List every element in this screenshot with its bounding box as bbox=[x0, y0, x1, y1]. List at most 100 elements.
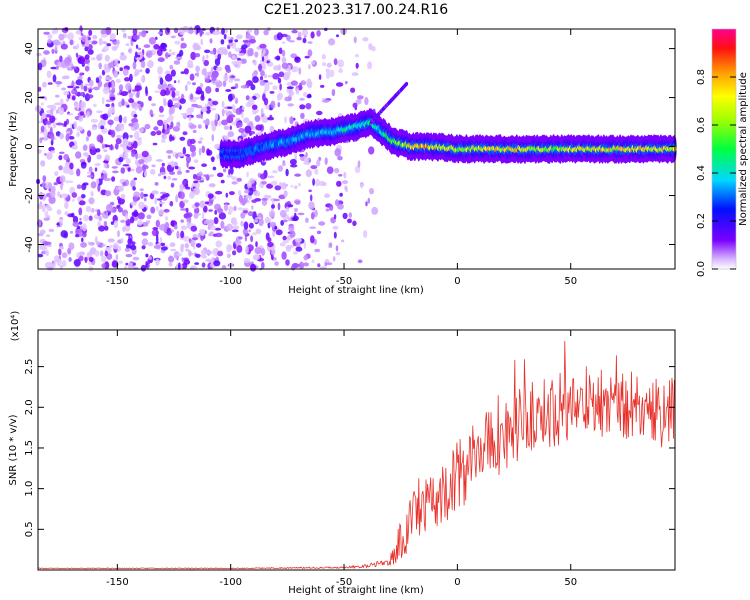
spectrogram-noise-blob bbox=[75, 229, 79, 236]
spectrogram-noise-blob bbox=[122, 32, 127, 39]
spectrogram-noise-blob bbox=[209, 231, 214, 237]
spectrogram-noise-blob bbox=[277, 202, 281, 211]
spectrogram-noise-blob bbox=[231, 55, 236, 60]
spectrogram-noise-blob bbox=[88, 215, 93, 221]
spectrogram-noise-blob bbox=[137, 138, 142, 146]
spectrogram-noise-blob bbox=[50, 150, 56, 154]
spectrogram-noise-blob bbox=[113, 58, 119, 63]
spectrogram-noise-blob bbox=[63, 153, 70, 161]
spectrogram-y-tick-label: 40 bbox=[24, 42, 35, 55]
spectrogram-noise-blob bbox=[332, 255, 336, 262]
spectrogram-noise-blob bbox=[128, 48, 132, 53]
spectrogram-noise-blob bbox=[137, 47, 142, 51]
spectrogram-noise-blob bbox=[79, 225, 84, 230]
spectrogram-noise-blob bbox=[342, 212, 348, 220]
spectrogram-noise-blob bbox=[338, 68, 343, 74]
spectrogram-noise-blob bbox=[222, 80, 227, 87]
spectrogram-noise-blob bbox=[293, 251, 298, 255]
spectrogram-noise-blob bbox=[333, 214, 337, 220]
spectrogram-noise-blob bbox=[333, 231, 337, 239]
spectrogram-noise-blob bbox=[81, 194, 86, 199]
spectrogram-noise-blob bbox=[98, 216, 103, 222]
spectrogram-noise-blob bbox=[288, 89, 294, 97]
spectrogram-noise-blob bbox=[99, 53, 103, 58]
spectrogram-noise-blob bbox=[275, 229, 283, 236]
spectrogram-noise-blob bbox=[88, 89, 92, 93]
spectrogram-noise-blob bbox=[228, 206, 234, 213]
spectrogram-noise-blob bbox=[86, 111, 90, 118]
spectrogram-noise-blob bbox=[188, 250, 192, 257]
spectrogram-noise-blob bbox=[355, 62, 359, 69]
spectrogram-noise-blob bbox=[306, 94, 312, 99]
spectrogram-noise-blob bbox=[170, 182, 175, 188]
spectrogram-noise-blob bbox=[192, 151, 196, 157]
spectrogram-noise-blob bbox=[173, 60, 181, 65]
spectrogram-noise-blob bbox=[110, 221, 115, 225]
spectrogram-noise-blob bbox=[97, 123, 101, 130]
spectrogram-noise-blob bbox=[286, 86, 294, 90]
spectrogram-noise-blob bbox=[155, 36, 158, 40]
spectrogram-noise-blob bbox=[254, 51, 259, 58]
spectrogram-noise-blob bbox=[357, 259, 363, 264]
spectrogram-noise-blob bbox=[228, 93, 233, 102]
spectrogram-noise-blob bbox=[212, 30, 220, 36]
spectrogram-noise-blob bbox=[107, 119, 114, 126]
spectrogram-noise-blob bbox=[326, 262, 333, 266]
spectrogram-noise-blob bbox=[161, 128, 165, 134]
spectrogram-noise-blob bbox=[324, 193, 330, 198]
spectrogram-noise-blob bbox=[279, 83, 282, 91]
spectrogram-noise-blob bbox=[328, 38, 336, 46]
spectrogram-noise-blob bbox=[276, 32, 283, 41]
spectrogram-noise-blob bbox=[159, 237, 163, 243]
spectrogram-noise-blob bbox=[119, 67, 123, 72]
spectrogram-noise-blob bbox=[272, 73, 280, 80]
spectrogram-noise-blob bbox=[108, 106, 116, 114]
spectrogram-noise-blob bbox=[322, 99, 330, 103]
spectrogram-noise-blob bbox=[204, 201, 209, 205]
spectrogram-panel: -150 -100 -50 0 50 -40 -20 0 20 40 Height of str… bbox=[8, 25, 677, 296]
spectrogram-noise-blob bbox=[60, 98, 64, 105]
spectrogram-noise-blob bbox=[250, 84, 256, 91]
spectrogram-noise-blob bbox=[295, 240, 301, 249]
spectrogram-noise-blob bbox=[122, 132, 129, 141]
spectrogram-noise-blob bbox=[68, 113, 74, 116]
spectrogram-noise-blob bbox=[97, 184, 101, 192]
spectrogram-noise-blob bbox=[62, 40, 66, 45]
spectrogram-noise-blob bbox=[37, 253, 44, 258]
spectrogram-noise-blob bbox=[319, 266, 327, 269]
snr-y-tick-label: 0.5 bbox=[24, 521, 35, 537]
spectrogram-noise-blob bbox=[329, 69, 335, 78]
spectrogram-noise-blob bbox=[200, 252, 206, 259]
spectrogram-noise-blob bbox=[58, 165, 63, 171]
spectrogram-noise-blob bbox=[302, 92, 308, 97]
spectrogram-noise-blob bbox=[237, 57, 241, 62]
spectrogram-noise-blob bbox=[326, 62, 332, 68]
spectrogram-noise-blob bbox=[180, 219, 184, 223]
spectrogram-noise-blob bbox=[104, 154, 111, 162]
spectrogram-y-ticks: -40 -20 0 20 40 bbox=[24, 42, 675, 253]
spectrogram-noise-blob bbox=[169, 171, 176, 175]
spectrogram-noise-blob bbox=[123, 151, 129, 160]
spectrogram-noise-blob bbox=[80, 32, 84, 37]
spectrogram-noise-blob bbox=[212, 100, 219, 106]
spectrogram-noise-blob bbox=[59, 175, 66, 183]
spectrogram-noise-blob bbox=[269, 221, 277, 228]
spectrogram-noise-blob bbox=[48, 134, 53, 137]
spectrogram-noise-blob bbox=[135, 44, 139, 49]
spectrogram-noise-blob bbox=[180, 244, 184, 253]
spectrogram-noise-blob bbox=[173, 80, 177, 84]
spectrogram-noise-blob bbox=[208, 174, 214, 177]
spectrogram-noise-blob bbox=[209, 38, 213, 44]
spectrogram-noise-blob bbox=[56, 84, 60, 88]
spectrogram-noise-blob bbox=[66, 131, 70, 134]
spectrogram-noise-blob bbox=[47, 39, 52, 44]
spectrogram-noise-blob bbox=[96, 154, 102, 160]
spectrogram-noise-blob bbox=[134, 69, 140, 76]
spectrogram-noise-blob bbox=[231, 60, 239, 65]
spectrogram-noise-blob bbox=[166, 150, 174, 154]
spectrogram-noise-blob bbox=[303, 241, 306, 249]
spectrogram-noise-blob bbox=[229, 125, 232, 131]
spectrogram-noise-blob bbox=[212, 166, 217, 171]
spectrogram-noise-blob bbox=[43, 31, 50, 35]
spectrogram-noise-blob bbox=[69, 162, 74, 170]
